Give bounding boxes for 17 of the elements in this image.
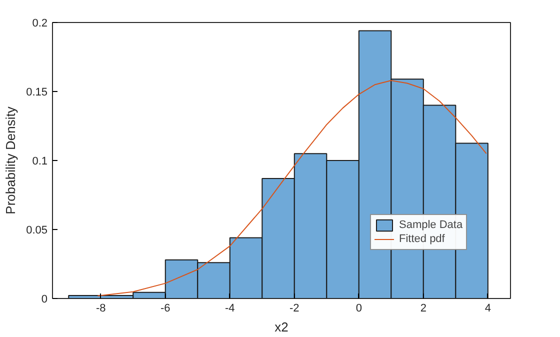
x-tick-label: -4 — [225, 302, 235, 314]
x-tick-label: -8 — [96, 302, 106, 314]
y-tick-label: 0.05 — [26, 224, 48, 236]
x-tick-label: -2 — [290, 302, 300, 314]
line-series — [97, 80, 487, 296]
y-tick-label: 0 — [41, 294, 48, 306]
x-axis-title: x2 — [274, 320, 288, 334]
legend-label: Sample Data — [399, 218, 463, 232]
y-tick-label: 0.2 — [32, 18, 48, 30]
x-tick-label: 2 — [420, 302, 426, 314]
x-tick-label: 4 — [484, 302, 491, 314]
y-tick-label: 0.1 — [32, 156, 48, 168]
legend-label: Fitted pdf — [399, 232, 445, 246]
x-tick-label: -6 — [160, 302, 170, 314]
x-tick-label: 0 — [356, 302, 362, 314]
y-tick-label: 0.15 — [26, 86, 48, 98]
y-axis-title: Probability Density — [3, 106, 18, 214]
